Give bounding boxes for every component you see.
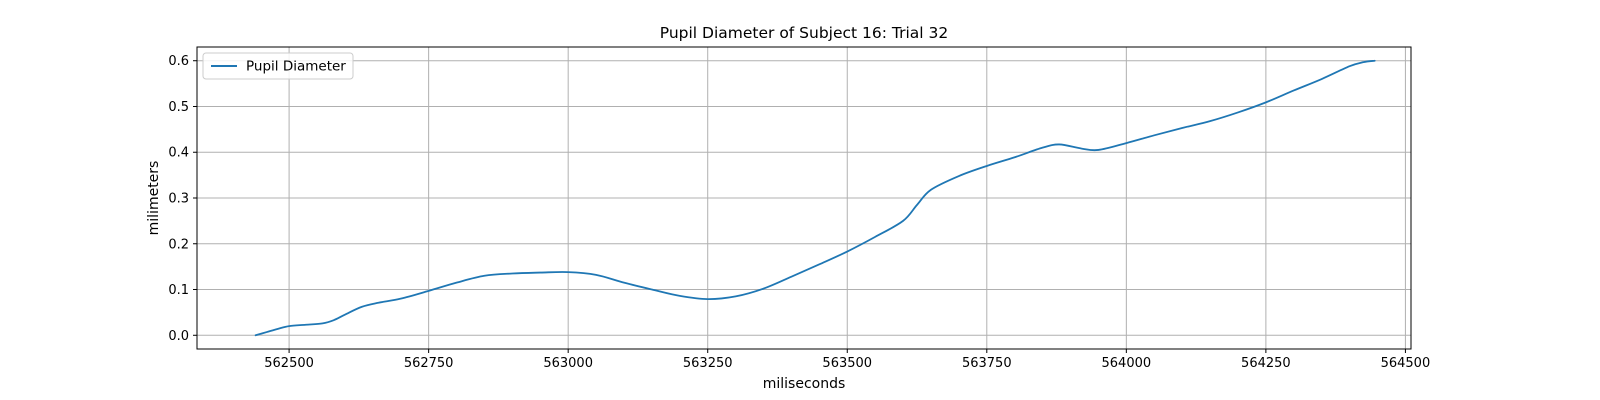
chart-title: Pupil Diameter of Subject 16: Trial 32 [660, 24, 949, 42]
y-tick-label: 0.3 [168, 192, 189, 207]
x-tick-label: 564250 [1241, 356, 1291, 371]
y-tick-label: 0.1 [168, 283, 189, 298]
series-layer [254, 59, 1376, 337]
x-tick-label: 563500 [822, 356, 872, 371]
x-tick-label: 564000 [1102, 356, 1152, 371]
y-tick-label: 0.6 [168, 54, 189, 69]
y-axis-label: milimeters [146, 161, 162, 236]
x-tick-label: 563750 [962, 356, 1012, 371]
y-tick-label: 0.2 [168, 237, 189, 252]
series-line-pupil-diameter [254, 59, 1376, 337]
x-tick-label: 562750 [404, 356, 454, 371]
legend-box [202, 52, 354, 80]
legend-label: Pupil Diameter [246, 59, 346, 75]
y-tick-label: 0.4 [168, 146, 189, 161]
x-tick-label: 563000 [543, 356, 593, 371]
y-tick-label: 0.0 [168, 329, 189, 344]
x-axis-label: miliseconds [763, 376, 846, 392]
x-tick-label: 562500 [264, 356, 314, 371]
y-tick-label: 0.5 [168, 100, 189, 115]
legend: Pupil Diameter [202, 52, 354, 80]
y-axis-ticks: 0.0 0.1 0.2 0.3 0.4 0.5 0.6 [168, 54, 197, 344]
x-tick-label: 564500 [1381, 356, 1431, 371]
x-tick-label: 563250 [683, 356, 733, 371]
grid [197, 47, 1411, 349]
x-axis-ticks: 562500 562750 563000 563250 563500 563750 5640… [264, 349, 1430, 371]
